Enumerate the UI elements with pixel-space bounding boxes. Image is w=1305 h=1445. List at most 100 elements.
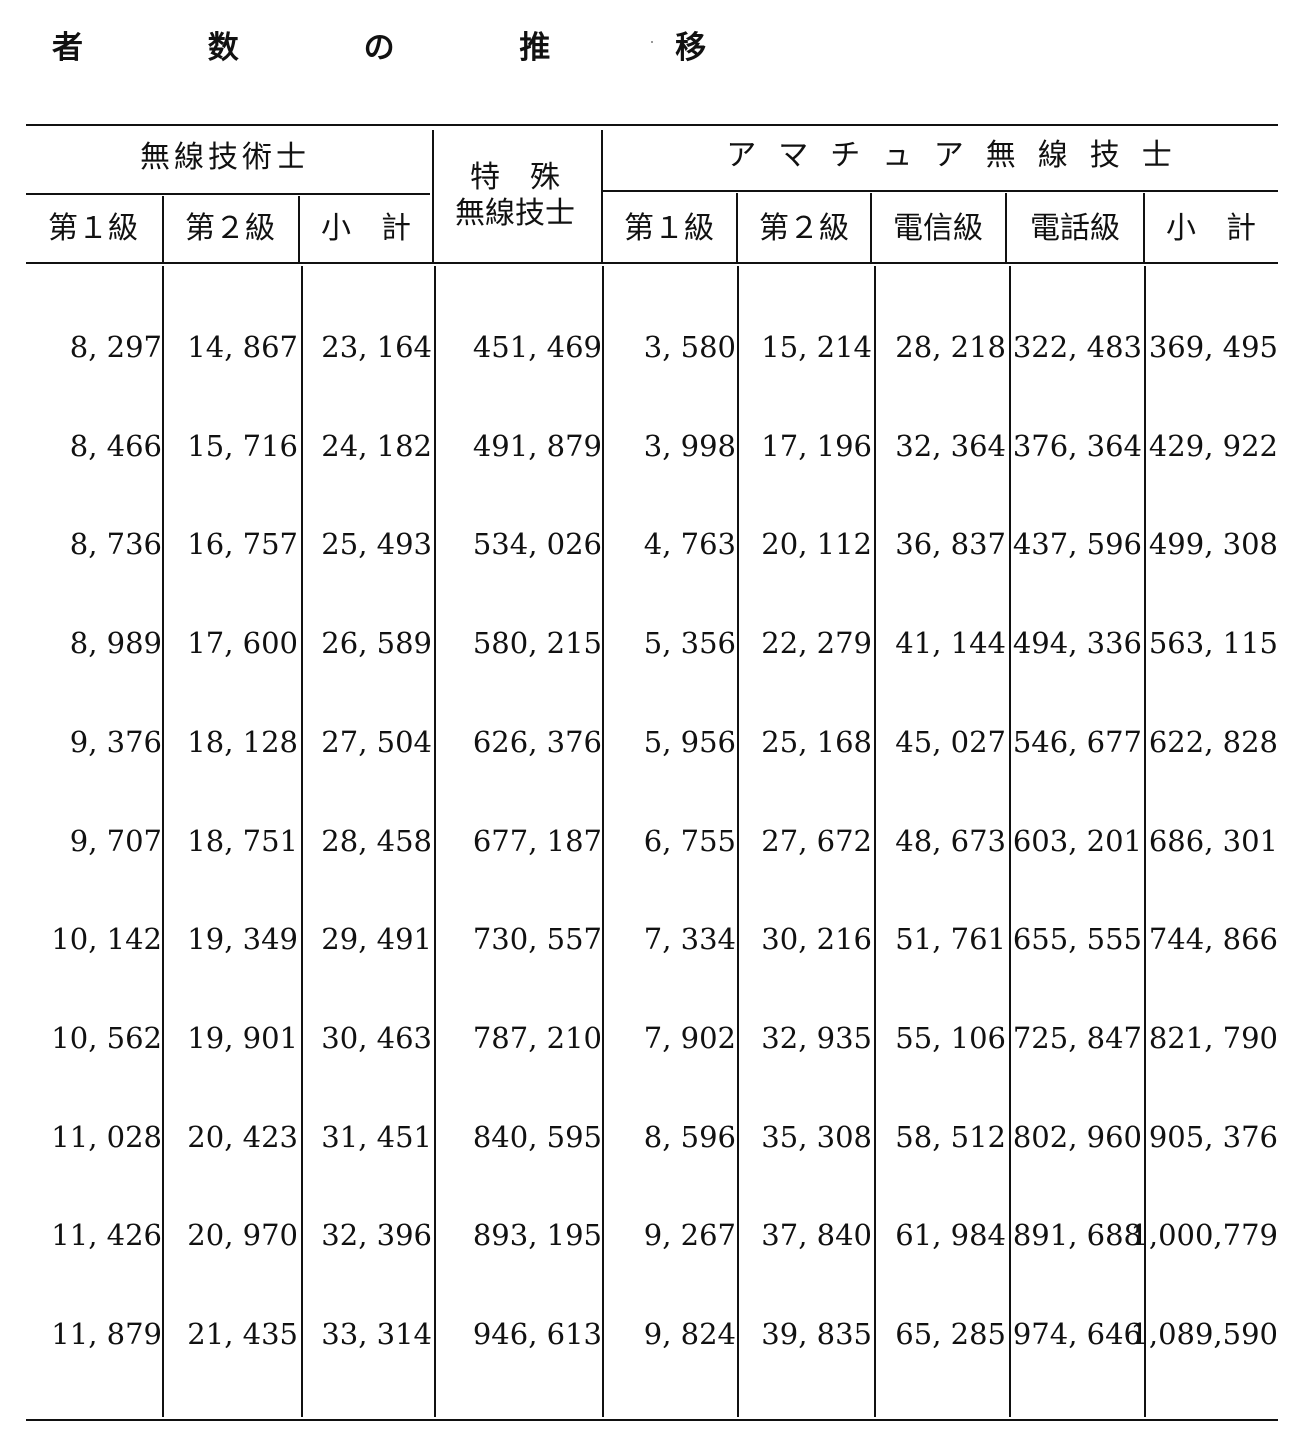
cell-mg-level1: 8, 297 bbox=[69, 330, 162, 364]
cell-am-subtotal: 744, 866 bbox=[1148, 922, 1278, 956]
cell-am-telegraph: 61, 984 bbox=[895, 1218, 1006, 1252]
cell-am-telephone: 376, 364 bbox=[1012, 429, 1142, 463]
cell-mg-subtotal: 32, 396 bbox=[321, 1218, 432, 1252]
cell-am-telegraph: 32, 364 bbox=[895, 429, 1006, 463]
cell-am-subtotal: 563, 115 bbox=[1148, 626, 1278, 660]
column-divider bbox=[602, 266, 604, 1417]
cell-am-level1: 7, 902 bbox=[643, 1021, 736, 1055]
header-tokushu-line2: 無線技士 bbox=[455, 196, 575, 231]
cell-am-level2: 30, 216 bbox=[761, 922, 872, 956]
cell-mg-level2: 18, 751 bbox=[187, 824, 298, 858]
cell-mg-subtotal: 28, 458 bbox=[321, 824, 432, 858]
header-divider bbox=[432, 130, 434, 262]
header-divider bbox=[736, 193, 738, 262]
cell-tokushu: 626, 376 bbox=[472, 725, 602, 759]
cell-mg-subtotal: 24, 182 bbox=[321, 429, 432, 463]
cell-am-level1: 5, 956 bbox=[643, 725, 736, 759]
cell-tokushu: 677, 187 bbox=[472, 824, 602, 858]
page-title: 者 数 の 推 移 bbox=[52, 30, 764, 66]
cell-mg-level1: 11, 879 bbox=[51, 1317, 162, 1351]
header-divider bbox=[298, 196, 300, 262]
cell-am-subtotal: 622, 828 bbox=[1148, 725, 1278, 759]
cell-am-telephone: 494, 336 bbox=[1012, 626, 1142, 660]
header-am-subtotal: 小 計 bbox=[1166, 211, 1256, 246]
cell-am-level2: 32, 935 bbox=[761, 1021, 872, 1055]
cell-mg-level1: 8, 466 bbox=[69, 429, 162, 463]
cell-am-level1: 3, 580 bbox=[643, 330, 736, 364]
column-divider bbox=[162, 266, 164, 1417]
header-divider bbox=[1005, 193, 1007, 262]
cell-am-subtotal: 821, 790 bbox=[1148, 1021, 1278, 1055]
cell-am-level2: 25, 168 bbox=[761, 725, 872, 759]
cell-am-telephone: 655, 555 bbox=[1012, 922, 1142, 956]
header-am-level1: 第１級 bbox=[624, 211, 714, 246]
cell-am-subtotal: 429, 922 bbox=[1148, 429, 1278, 463]
cell-mg-level2: 21, 435 bbox=[187, 1317, 298, 1351]
cell-am-level1: 3, 998 bbox=[643, 429, 736, 463]
cell-am-telephone: 603, 201 bbox=[1012, 824, 1142, 858]
group-divider-left bbox=[26, 193, 430, 195]
column-divider bbox=[1009, 266, 1011, 1417]
cell-mg-subtotal: 33, 314 bbox=[321, 1317, 432, 1351]
header-tokushu-line1: 特 殊 bbox=[470, 160, 560, 195]
cell-am-telephone: 725, 847 bbox=[1012, 1021, 1142, 1055]
cell-am-level2: 35, 308 bbox=[761, 1120, 872, 1154]
cell-mg-level1: 10, 142 bbox=[51, 922, 162, 956]
cell-mg-level1: 11, 028 bbox=[51, 1120, 162, 1154]
cell-mg-level2: 14, 867 bbox=[187, 330, 298, 364]
cell-mg-level2: 20, 423 bbox=[187, 1120, 298, 1154]
cell-am-telegraph: 51, 761 bbox=[895, 922, 1006, 956]
cell-tokushu: 787, 210 bbox=[472, 1021, 602, 1055]
group-divider-right bbox=[603, 190, 1278, 192]
cell-am-level1: 9, 267 bbox=[643, 1218, 736, 1252]
cell-mg-level2: 15, 716 bbox=[187, 429, 298, 463]
column-divider bbox=[874, 266, 876, 1417]
cell-tokushu: 730, 557 bbox=[472, 922, 602, 956]
cell-am-subtotal: 686, 301 bbox=[1148, 824, 1278, 858]
column-divider bbox=[737, 266, 739, 1417]
cell-mg-subtotal: 26, 589 bbox=[321, 626, 432, 660]
table-bottom-rule bbox=[26, 1419, 1278, 1421]
cell-mg-subtotal: 29, 491 bbox=[321, 922, 432, 956]
cell-am-telephone: 437, 596 bbox=[1012, 527, 1142, 561]
cell-mg-level1: 8, 989 bbox=[69, 626, 162, 660]
header-bottom-rule bbox=[26, 262, 1278, 264]
header-divider bbox=[162, 196, 164, 262]
header-am-telephone: 電話級 bbox=[1030, 211, 1120, 246]
cell-am-telegraph: 58, 512 bbox=[895, 1120, 1006, 1154]
cell-am-subtotal: 1,000,779 bbox=[1130, 1218, 1278, 1252]
cell-mg-subtotal: 27, 504 bbox=[321, 725, 432, 759]
cell-am-telegraph: 48, 673 bbox=[895, 824, 1006, 858]
table-top-rule bbox=[26, 124, 1278, 126]
cell-am-telegraph: 45, 027 bbox=[895, 725, 1006, 759]
cell-am-level1: 4, 763 bbox=[643, 527, 736, 561]
speck-mark bbox=[651, 41, 653, 43]
cell-mg-level1: 8, 736 bbox=[69, 527, 162, 561]
column-divider bbox=[434, 266, 436, 1417]
header-musen-gijutsushi: 無線技術士 bbox=[140, 140, 310, 175]
cell-mg-subtotal: 31, 451 bbox=[321, 1120, 432, 1154]
cell-tokushu: 893, 195 bbox=[472, 1218, 602, 1252]
cell-tokushu: 534, 026 bbox=[472, 527, 602, 561]
header-mg-level2: 第２級 bbox=[185, 211, 275, 246]
cell-mg-level2: 17, 600 bbox=[187, 626, 298, 660]
cell-am-level1: 8, 596 bbox=[643, 1120, 736, 1154]
cell-am-level1: 6, 755 bbox=[643, 824, 736, 858]
cell-mg-level1: 10, 562 bbox=[51, 1021, 162, 1055]
column-divider bbox=[301, 266, 303, 1417]
cell-mg-subtotal: 30, 463 bbox=[321, 1021, 432, 1055]
cell-am-level2: 20, 112 bbox=[761, 527, 872, 561]
cell-am-level1: 7, 334 bbox=[643, 922, 736, 956]
cell-tokushu: 451, 469 bbox=[472, 330, 602, 364]
cell-tokushu: 491, 879 bbox=[472, 429, 602, 463]
cell-mg-level2: 19, 901 bbox=[187, 1021, 298, 1055]
header-divider bbox=[870, 193, 872, 262]
header-divider bbox=[601, 130, 603, 262]
cell-am-level2: 27, 672 bbox=[761, 824, 872, 858]
cell-am-subtotal: 369, 495 bbox=[1148, 330, 1278, 364]
cell-am-telephone: 322, 483 bbox=[1012, 330, 1142, 364]
cell-mg-level2: 20, 970 bbox=[187, 1218, 298, 1252]
cell-am-level2: 37, 840 bbox=[761, 1218, 872, 1252]
cell-mg-level1: 9, 707 bbox=[69, 824, 162, 858]
cell-tokushu: 946, 613 bbox=[472, 1317, 602, 1351]
